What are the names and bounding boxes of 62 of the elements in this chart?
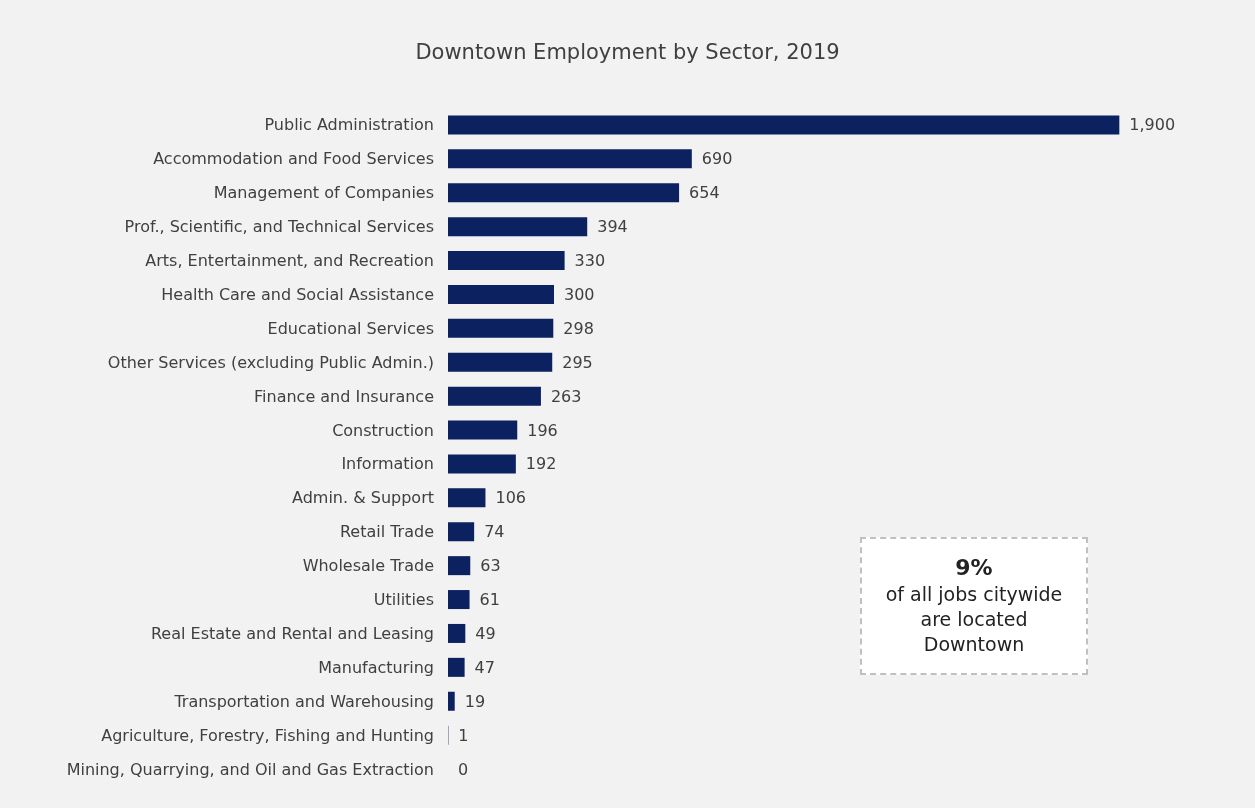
y-tick-label: Utilities (373, 590, 434, 610)
y-tick-label: Finance and Insurance (254, 386, 434, 406)
bar (448, 386, 541, 406)
y-tick-label: Real Estate and Rental and Leasing (150, 623, 434, 643)
bar (448, 251, 565, 271)
bar (448, 556, 471, 576)
data-label: 192 (525, 454, 557, 474)
bar (448, 420, 518, 440)
bar (448, 488, 486, 508)
data-label: 74 (484, 522, 505, 542)
data-label: 394 (597, 217, 628, 237)
y-tick-label: Manufacturing (318, 657, 434, 677)
bar (448, 115, 1120, 135)
data-label: 263 (550, 386, 582, 406)
data-label: 654 (689, 183, 720, 203)
data-label: 295 (562, 352, 593, 372)
data-label: 19 (464, 691, 486, 711)
data-label: 1 (458, 725, 469, 745)
y-tick-label: Transportation and Warehousing (173, 691, 434, 711)
note-box: 9% of all jobs citywide are located Downtown (860, 537, 1088, 675)
data-label: 47 (474, 657, 495, 677)
data-label: 61 (479, 590, 500, 610)
y-tick-label: Educational Services (267, 318, 434, 338)
y-tick-label: Mining, Quarrying, and Oil and Gas Extraction (66, 759, 434, 779)
chart-title: Downtown Employment by Sector, 2019 (415, 39, 840, 64)
data-label: 49 (475, 623, 496, 643)
data-label: 690 (701, 149, 733, 169)
bar (448, 149, 692, 169)
y-tick-label: Public Administration (264, 115, 434, 135)
y-tick-label: Agriculture, Forestry, Fishing and Hunting (101, 725, 434, 745)
y-tick-label: Information (341, 454, 434, 474)
annotation: of all jobs citywide are located Downtown (884, 582, 1064, 657)
data-label: 298 (563, 318, 594, 338)
data-label: 330 (574, 251, 606, 271)
y-tick-label: Management of Companies (213, 183, 434, 203)
data-label: 196 (527, 420, 558, 440)
data-label: 300 (564, 284, 595, 304)
data-label: 106 (495, 488, 526, 508)
data-label: 0 (458, 759, 469, 779)
y-tick-label: Arts, Entertainment, and Recreation (145, 251, 434, 271)
bar (448, 657, 465, 677)
y-tick-label: Construction (332, 420, 434, 440)
y-tick-label: Other Services (excluding Public Admin.) (107, 352, 434, 372)
bar (448, 522, 475, 542)
bar (448, 217, 588, 237)
y-tick-label: Retail Trade (339, 522, 434, 542)
bar (448, 318, 554, 338)
y-tick-label: Accommodation and Food Services (153, 149, 434, 169)
bar (448, 623, 466, 643)
y-tick-label: Admin. & Support (292, 488, 434, 508)
bar (448, 590, 470, 610)
bar (448, 183, 680, 203)
data-label: 1,900 (1129, 115, 1176, 135)
bar (448, 352, 553, 372)
bar (448, 454, 516, 474)
bar (448, 284, 554, 304)
annotation: 9% (955, 555, 993, 580)
bar (448, 691, 455, 711)
y-tick-label: Health Care and Social Assistance (161, 284, 434, 304)
y-tick-label: Wholesale Trade (302, 556, 434, 576)
data-label: 63 (480, 556, 501, 576)
y-tick-label: Prof., Scientific, and Technical Services (124, 217, 434, 237)
